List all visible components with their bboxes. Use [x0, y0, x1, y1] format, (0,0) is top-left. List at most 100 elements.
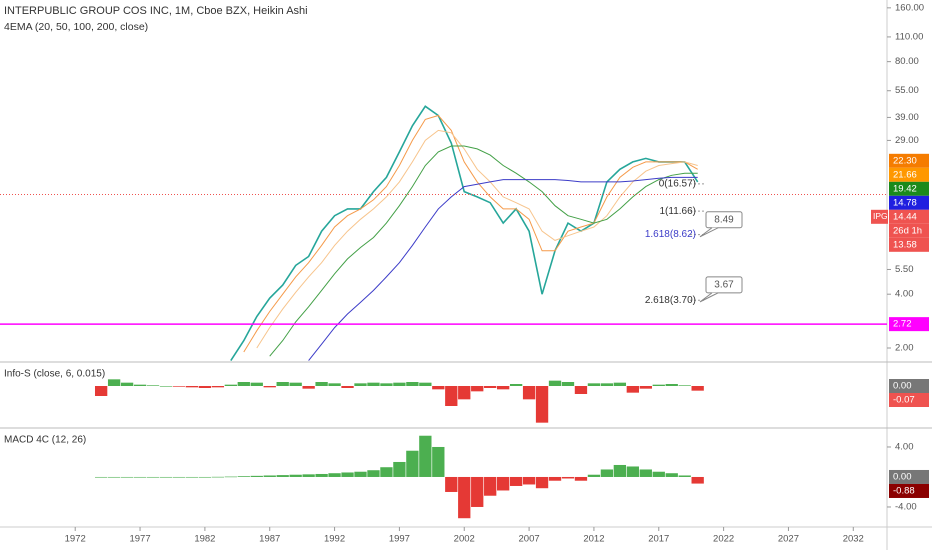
histogram-bar: [665, 473, 678, 477]
histogram-bar: [613, 464, 627, 477]
symbol-tag: [871, 209, 888, 224]
histogram-bar: [302, 386, 315, 389]
callout-label: 3.67: [714, 280, 734, 291]
histogram-bar: [94, 476, 108, 478]
histogram-bar: [419, 435, 432, 477]
histogram-bar: [548, 380, 562, 386]
value-tag-label: -0.07: [893, 395, 915, 406]
histogram-bar: [665, 384, 678, 386]
fib-label: 1(11.66): [659, 206, 696, 217]
histogram-bar: [94, 386, 108, 396]
value-tag-label: -0.88: [893, 485, 915, 496]
y-tick-label: 2.00: [895, 343, 914, 354]
histogram-bar: [120, 476, 134, 478]
histogram-bar: [237, 382, 250, 386]
x-tick-label: 2027: [778, 534, 799, 545]
x-tick-label: 1992: [324, 534, 345, 545]
histogram-bar: [652, 471, 665, 477]
y-tick-label: 80.00: [895, 56, 919, 67]
price-tag: [889, 237, 929, 252]
x-tick-label: 2007: [519, 534, 540, 545]
price-tag: [889, 317, 929, 332]
y-tick-label: 5.50: [895, 264, 914, 275]
histogram-bar: [380, 383, 393, 386]
histogram-bar: [484, 386, 497, 388]
histogram-bar: [367, 470, 380, 477]
histogram-bar: [224, 384, 237, 386]
price-tag: [889, 167, 929, 182]
histogram-bar: [445, 476, 458, 492]
histogram-bar: [146, 385, 160, 386]
histogram-bar: [535, 386, 549, 423]
histogram-bar: [522, 386, 536, 400]
ema-line: [256, 129, 698, 349]
histogram-bar: [198, 476, 212, 478]
price-tag-label: 13.58: [893, 239, 917, 250]
callout-label: 8.49: [714, 214, 734, 225]
histogram-bar: [432, 446, 445, 477]
histogram-bar: [678, 385, 691, 386]
histogram-bar: [185, 386, 199, 388]
histogram-bar: [250, 475, 263, 477]
histogram-bar: [315, 473, 328, 477]
histogram-bar: [367, 382, 380, 386]
y-tick-label: 110.00: [895, 31, 923, 42]
price-tag-label: 22.30: [893, 155, 917, 166]
histogram-bar: [471, 476, 484, 507]
histogram-bar: [185, 476, 199, 478]
histogram-bar: [146, 476, 160, 478]
histogram-bar: [276, 382, 289, 386]
x-tick-label: 2017: [648, 534, 669, 545]
y-tick-label: 55.00: [895, 85, 919, 96]
histogram-bar: [237, 476, 250, 477]
histogram-bar: [224, 476, 237, 478]
callout-box: [705, 276, 743, 294]
ema-line: [308, 176, 698, 361]
histogram-bar: [691, 386, 704, 391]
price-tag: [889, 153, 929, 168]
histogram-bar: [496, 476, 510, 491]
histogram-bar: [341, 472, 354, 477]
histogram-bar: [471, 386, 484, 392]
value-tag: [889, 379, 929, 393]
y-tick-label: 4.00: [895, 289, 914, 300]
histogram-bar: [159, 476, 173, 478]
histogram-bar: [341, 386, 354, 388]
histogram-bar: [107, 476, 121, 478]
fib-label: 0(16.57): [659, 179, 696, 190]
fib-label: 1.618(8.62): [645, 229, 696, 240]
histogram-bar: [328, 383, 341, 386]
histogram-bar: [535, 476, 549, 489]
x-tick-label: 1972: [65, 534, 86, 545]
histogram-bar: [600, 383, 614, 386]
callout-pointer: [699, 227, 719, 238]
histogram-bar: [263, 386, 276, 388]
histogram-bar: [548, 476, 562, 481]
x-tick-label: 1997: [389, 534, 410, 545]
histogram-bar: [419, 382, 432, 386]
histogram-bar: [354, 383, 367, 386]
chart-title: INTERPUBLIC GROUP COS INC, 1M, Cboe BZX,…: [4, 5, 308, 17]
price-tag: [889, 195, 929, 210]
histogram-bar: [276, 475, 289, 477]
x-tick-label: 2012: [583, 534, 604, 545]
histogram-bar: [289, 474, 302, 477]
histogram-bar: [458, 476, 471, 519]
histogram-bar: [328, 473, 341, 477]
histogram-bar: [458, 386, 471, 400]
price-line: [230, 105, 699, 362]
value-tag-label: 0.00: [893, 471, 912, 482]
histogram-bar: [211, 386, 225, 388]
histogram-bar: [120, 382, 134, 386]
histogram-bar: [626, 466, 639, 477]
price-tag-label: 19.42: [893, 183, 917, 194]
y-tick-label: 4.00: [895, 441, 914, 452]
price-tag-label: 2.72: [893, 319, 912, 330]
histogram-bar: [263, 475, 276, 477]
x-tick-label: 1982: [194, 534, 215, 545]
histogram-bar: [107, 379, 121, 386]
histogram-bar: [600, 469, 614, 477]
histogram-bar: [211, 476, 225, 478]
countdown-tag: [889, 223, 929, 238]
ema-line: [269, 145, 698, 357]
